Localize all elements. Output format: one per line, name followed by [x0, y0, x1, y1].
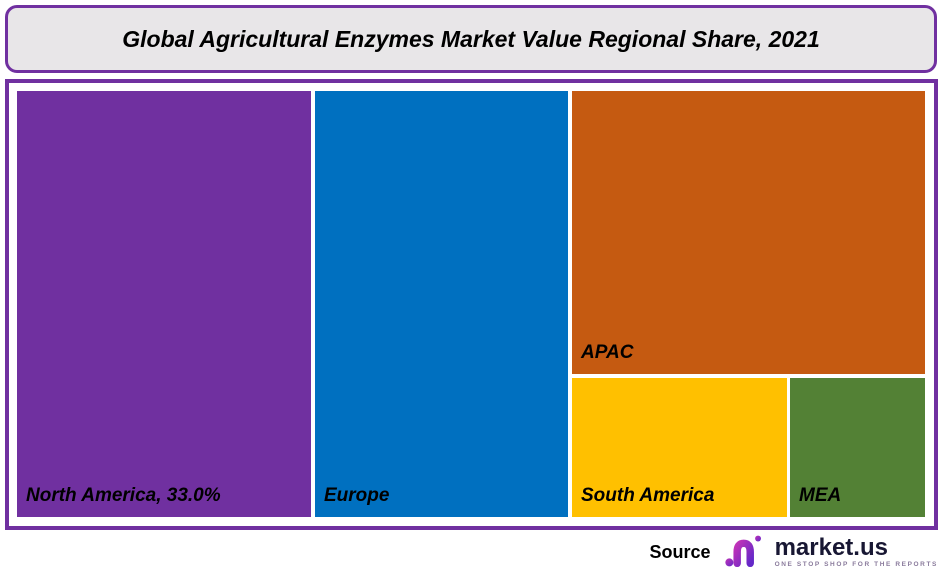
treemap-label-apac: APAC [581, 342, 634, 363]
source-row: Source market.us ONE STOP SHOP FOR THE R… [650, 531, 938, 573]
treemap-cell-mea: MEA [790, 378, 925, 517]
chart-title: Global Agricultural Enzymes Market Value… [122, 25, 820, 52]
treemap-cell-apac: APAC [572, 91, 925, 374]
source-label: Source [649, 541, 711, 562]
treemap-label-south-america: South America [581, 485, 715, 506]
chart-title-box: Global Agricultural Enzymes Market Value… [5, 5, 937, 73]
marketus-logo-icon [724, 535, 762, 568]
treemap-cell-north-america: North America, 33.0% [17, 91, 311, 517]
treemap-cell-south-america: South America [572, 378, 787, 517]
brand-tagline: ONE STOP SHOP FOR THE REPORTS [774, 560, 938, 568]
brand-name: market.us [774, 533, 888, 561]
brand-block: market.us ONE STOP SHOP FOR THE REPORTS [774, 533, 938, 569]
treemap-cell-europe: Europe [315, 91, 568, 517]
treemap-label-europe: Europe [324, 485, 390, 506]
treemap-frame: North America, 33.0% Europe APAC South A… [5, 79, 938, 530]
treemap-label-mea: MEA [799, 485, 842, 506]
treemap-label-north-america: North America, 33.0% [26, 485, 221, 506]
